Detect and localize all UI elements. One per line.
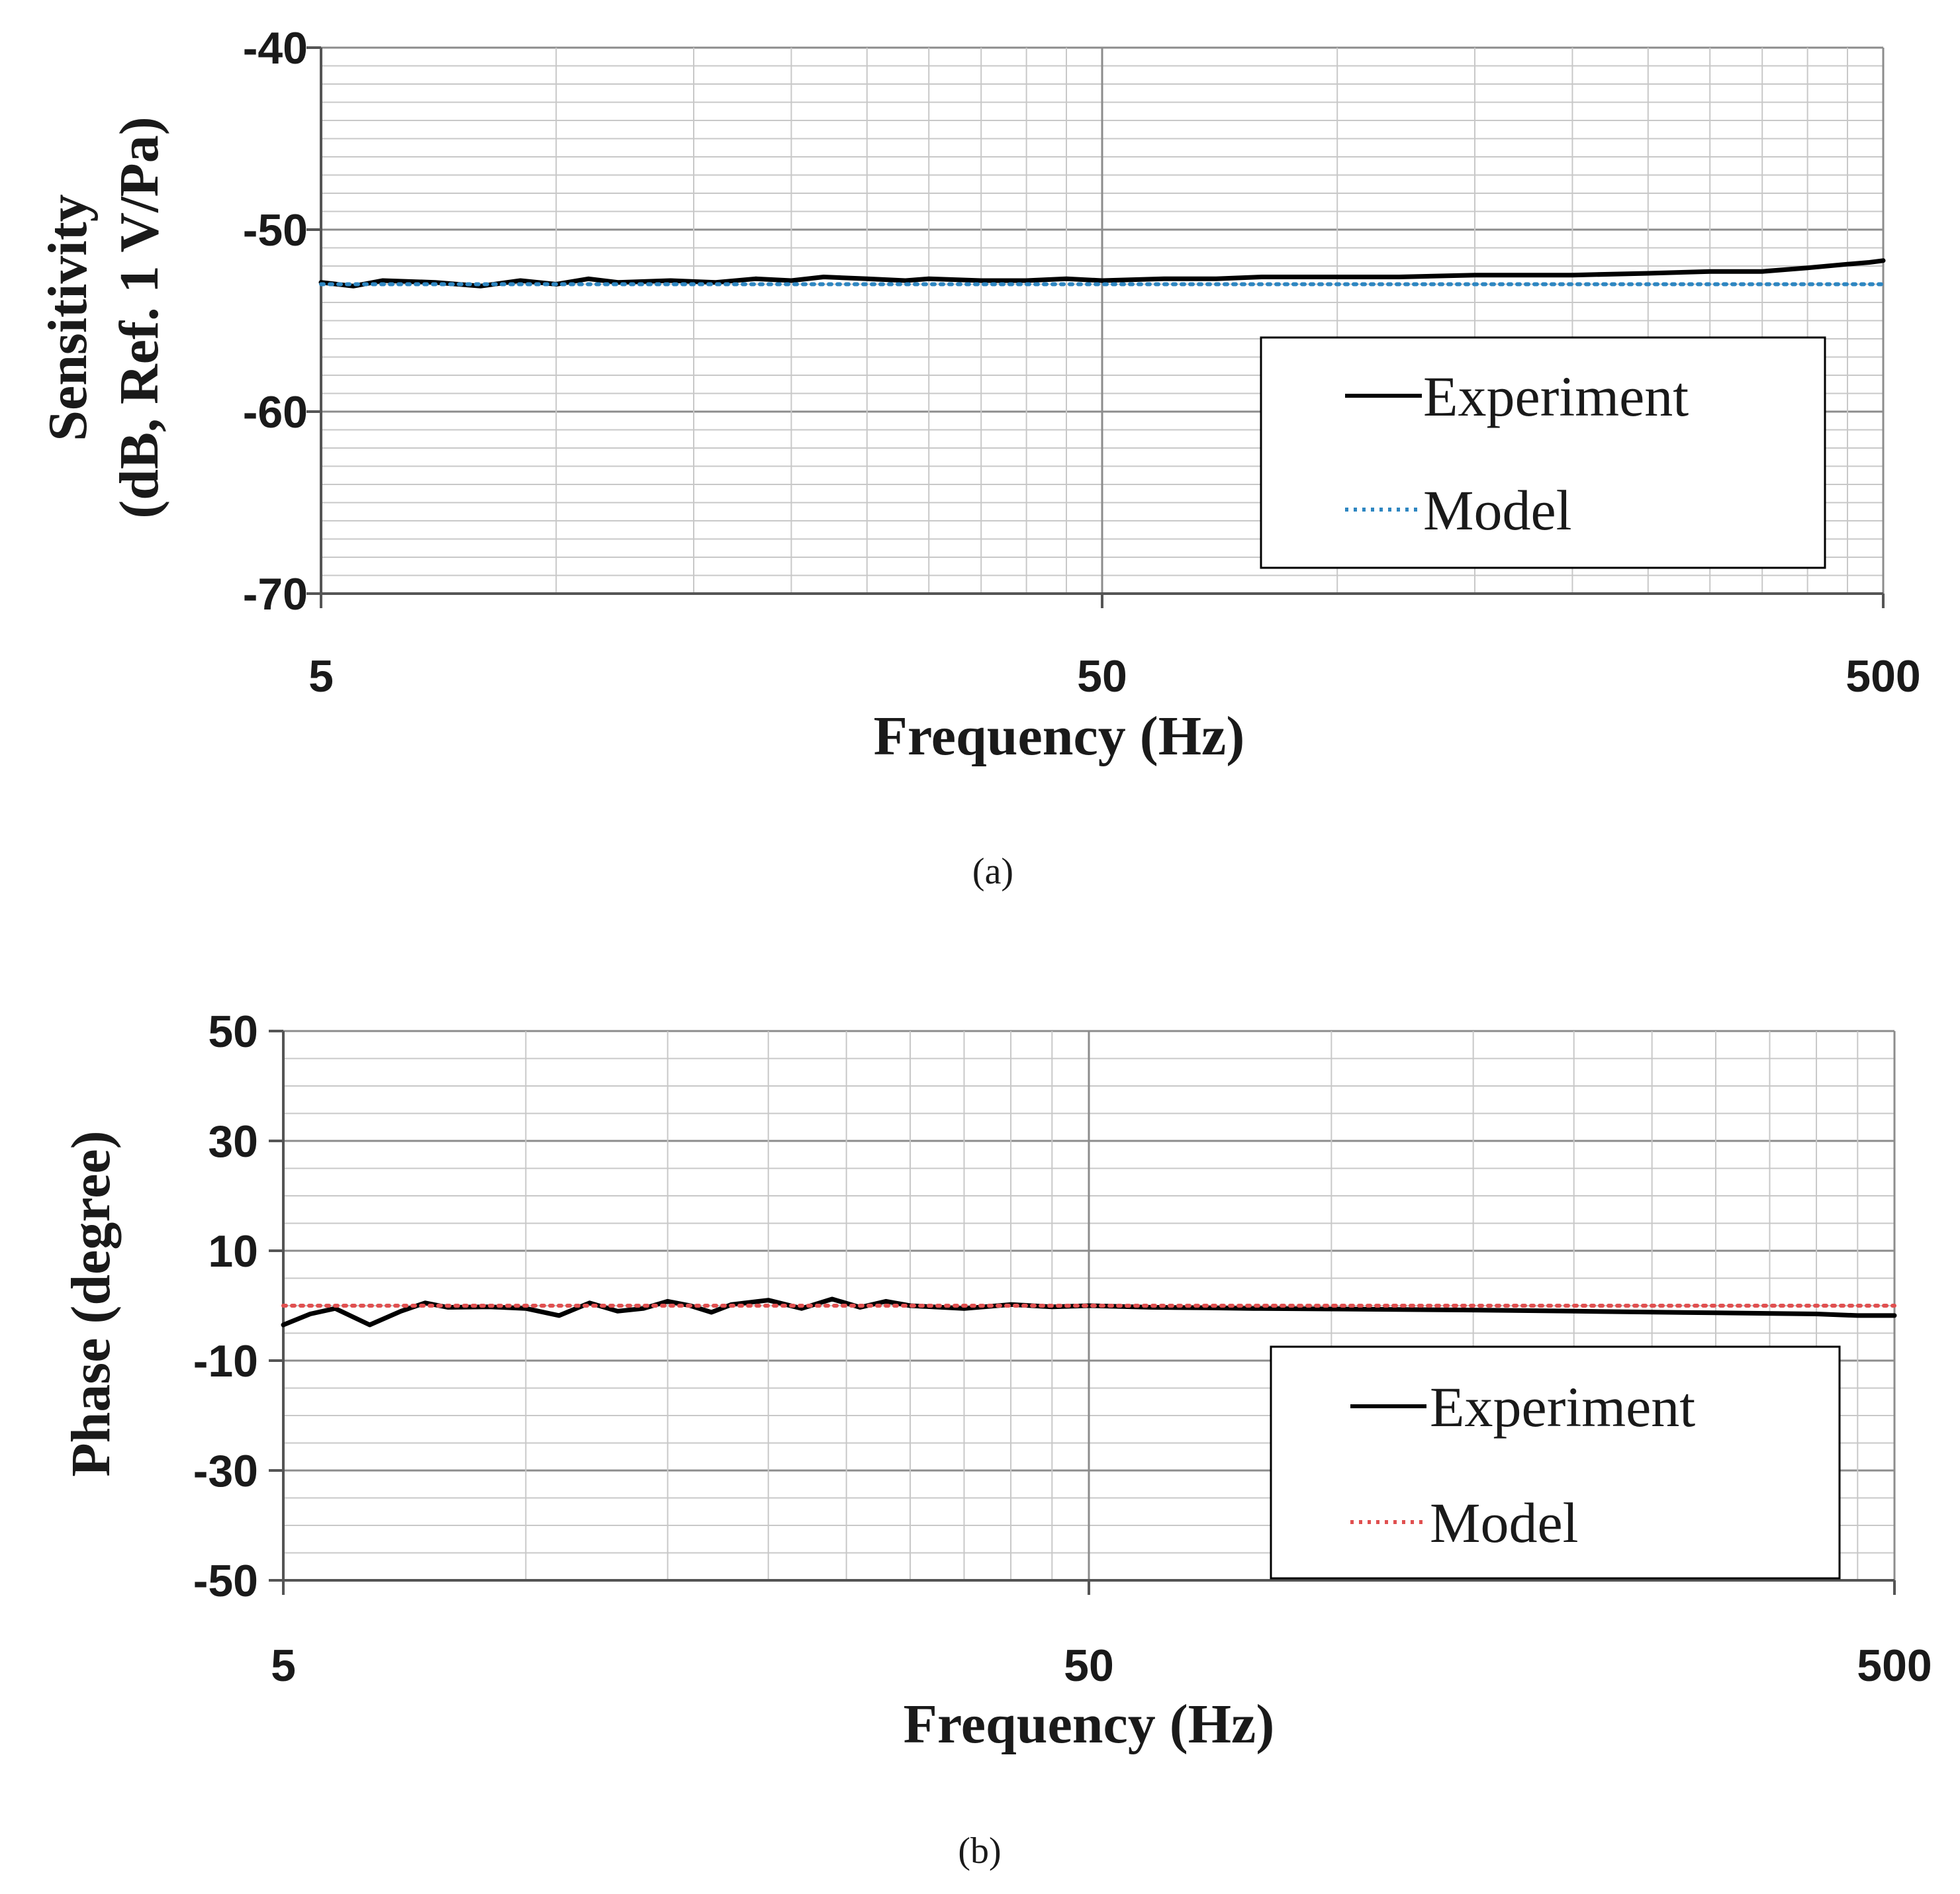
x-tick-label: 5 <box>271 1641 296 1691</box>
y-tick-label: -30 <box>193 1446 258 1496</box>
y-tick-label: -70 <box>243 569 308 619</box>
x-tick-label: 50 <box>1077 651 1127 701</box>
chart-a-legend-box-front <box>1260 336 1826 569</box>
chart-a: Experiment Model -40 -50 -60 -70 5 50 500 Fre… <box>37 23 1921 892</box>
chart-a-legend-model-label: Model <box>1423 478 1572 542</box>
chart-b-x-ticks: 5 50 500 <box>271 1641 1932 1691</box>
chart-a-series <box>318 258 1886 289</box>
chart-b-y-ticks: 50 30 10 -10 -30 -50 <box>193 1007 258 1606</box>
chart-b-legend-box <box>1270 1345 1841 1580</box>
y-tick-label: 10 <box>208 1226 258 1277</box>
chart-a-x-ticks: 5 50 500 <box>308 651 1921 701</box>
y-tick-label: -50 <box>243 205 308 255</box>
chart-a-caption: (a) <box>972 851 1013 892</box>
chart-a-legend-experiment-label: Experiment <box>1423 365 1689 428</box>
x-tick-label: 50 <box>1064 1641 1114 1691</box>
y-tick-label: 30 <box>208 1116 258 1167</box>
chart-b-legend-experiment-label: Experiment <box>1430 1375 1695 1439</box>
chart-b-series <box>281 1296 1897 1328</box>
y-tick-label: -10 <box>193 1336 258 1386</box>
x-tick-label: 500 <box>1857 1641 1932 1691</box>
y-tick-label: -50 <box>193 1556 258 1606</box>
chart-a-grid <box>306 46 1885 608</box>
chart-b-legend-model-label: Model <box>1430 1491 1579 1555</box>
chart-a-y-axis-title-line1: Sensitivity <box>37 194 99 441</box>
y-tick-label: 50 <box>208 1007 258 1057</box>
x-tick-label: 5 <box>308 651 334 701</box>
y-tick-label: -60 <box>243 387 308 437</box>
chart-b-x-axis-title: Frequency (Hz) <box>904 1693 1275 1755</box>
chart-a-y-ticks: -40 -50 -60 -70 <box>243 23 308 619</box>
chart-b-y-axis-title: Phase (degree) <box>60 1130 122 1476</box>
chart-a-x-axis-title: Frequency (Hz) <box>874 705 1245 767</box>
chart-a-y-axis-title-line2: (dB, Ref. 1 V/Pa) <box>109 116 170 518</box>
y-tick-label: -40 <box>243 23 308 73</box>
x-tick-label: 500 <box>1845 651 1920 701</box>
chart-b-legend: Experiment Model <box>1270 1345 1841 1580</box>
chart-b-caption: (b) <box>958 1830 1001 1871</box>
